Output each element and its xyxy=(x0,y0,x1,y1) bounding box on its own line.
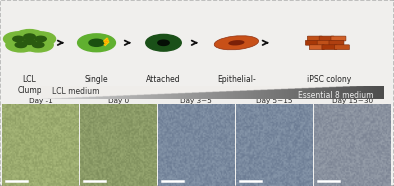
Text: Day -1: Day -1 xyxy=(28,98,52,104)
Text: LCL
Clump: LCL Clump xyxy=(17,75,42,95)
Circle shape xyxy=(26,32,56,46)
Text: iPSC colony: iPSC colony xyxy=(307,75,351,84)
Circle shape xyxy=(15,42,26,48)
FancyBboxPatch shape xyxy=(329,40,344,45)
Circle shape xyxy=(89,39,104,46)
Polygon shape xyxy=(104,38,109,45)
Circle shape xyxy=(6,38,36,52)
Ellipse shape xyxy=(228,40,245,46)
FancyBboxPatch shape xyxy=(319,36,334,41)
Circle shape xyxy=(15,35,45,49)
Text: LCL medium: LCL medium xyxy=(52,87,99,96)
Text: Day 15~30: Day 15~30 xyxy=(332,98,373,104)
Circle shape xyxy=(146,34,181,51)
Text: Day 0: Day 0 xyxy=(108,98,129,104)
Circle shape xyxy=(158,40,169,45)
Ellipse shape xyxy=(214,36,258,50)
Text: Day 3~5: Day 3~5 xyxy=(180,98,212,104)
Polygon shape xyxy=(104,38,109,45)
Bar xyxy=(2,1,392,104)
Circle shape xyxy=(78,34,115,52)
FancyBboxPatch shape xyxy=(305,40,320,45)
Text: Essential 8 medium: Essential 8 medium xyxy=(298,91,374,100)
Circle shape xyxy=(35,36,46,42)
Circle shape xyxy=(33,42,44,48)
FancyBboxPatch shape xyxy=(317,40,332,45)
FancyBboxPatch shape xyxy=(307,36,322,41)
Circle shape xyxy=(24,34,35,39)
Text: Day 5~15: Day 5~15 xyxy=(256,98,293,104)
Circle shape xyxy=(24,39,35,44)
Circle shape xyxy=(15,30,45,44)
Circle shape xyxy=(23,38,53,52)
Circle shape xyxy=(4,32,33,46)
Circle shape xyxy=(13,36,24,42)
Text: Attached
cell: Attached cell xyxy=(146,75,181,95)
FancyBboxPatch shape xyxy=(335,45,349,50)
FancyBboxPatch shape xyxy=(309,45,324,50)
FancyBboxPatch shape xyxy=(331,36,346,41)
FancyBboxPatch shape xyxy=(322,45,337,50)
Text: Epithelial-
like cell: Epithelial- like cell xyxy=(217,75,256,95)
Text: Single
LCL: Single LCL xyxy=(85,75,108,95)
